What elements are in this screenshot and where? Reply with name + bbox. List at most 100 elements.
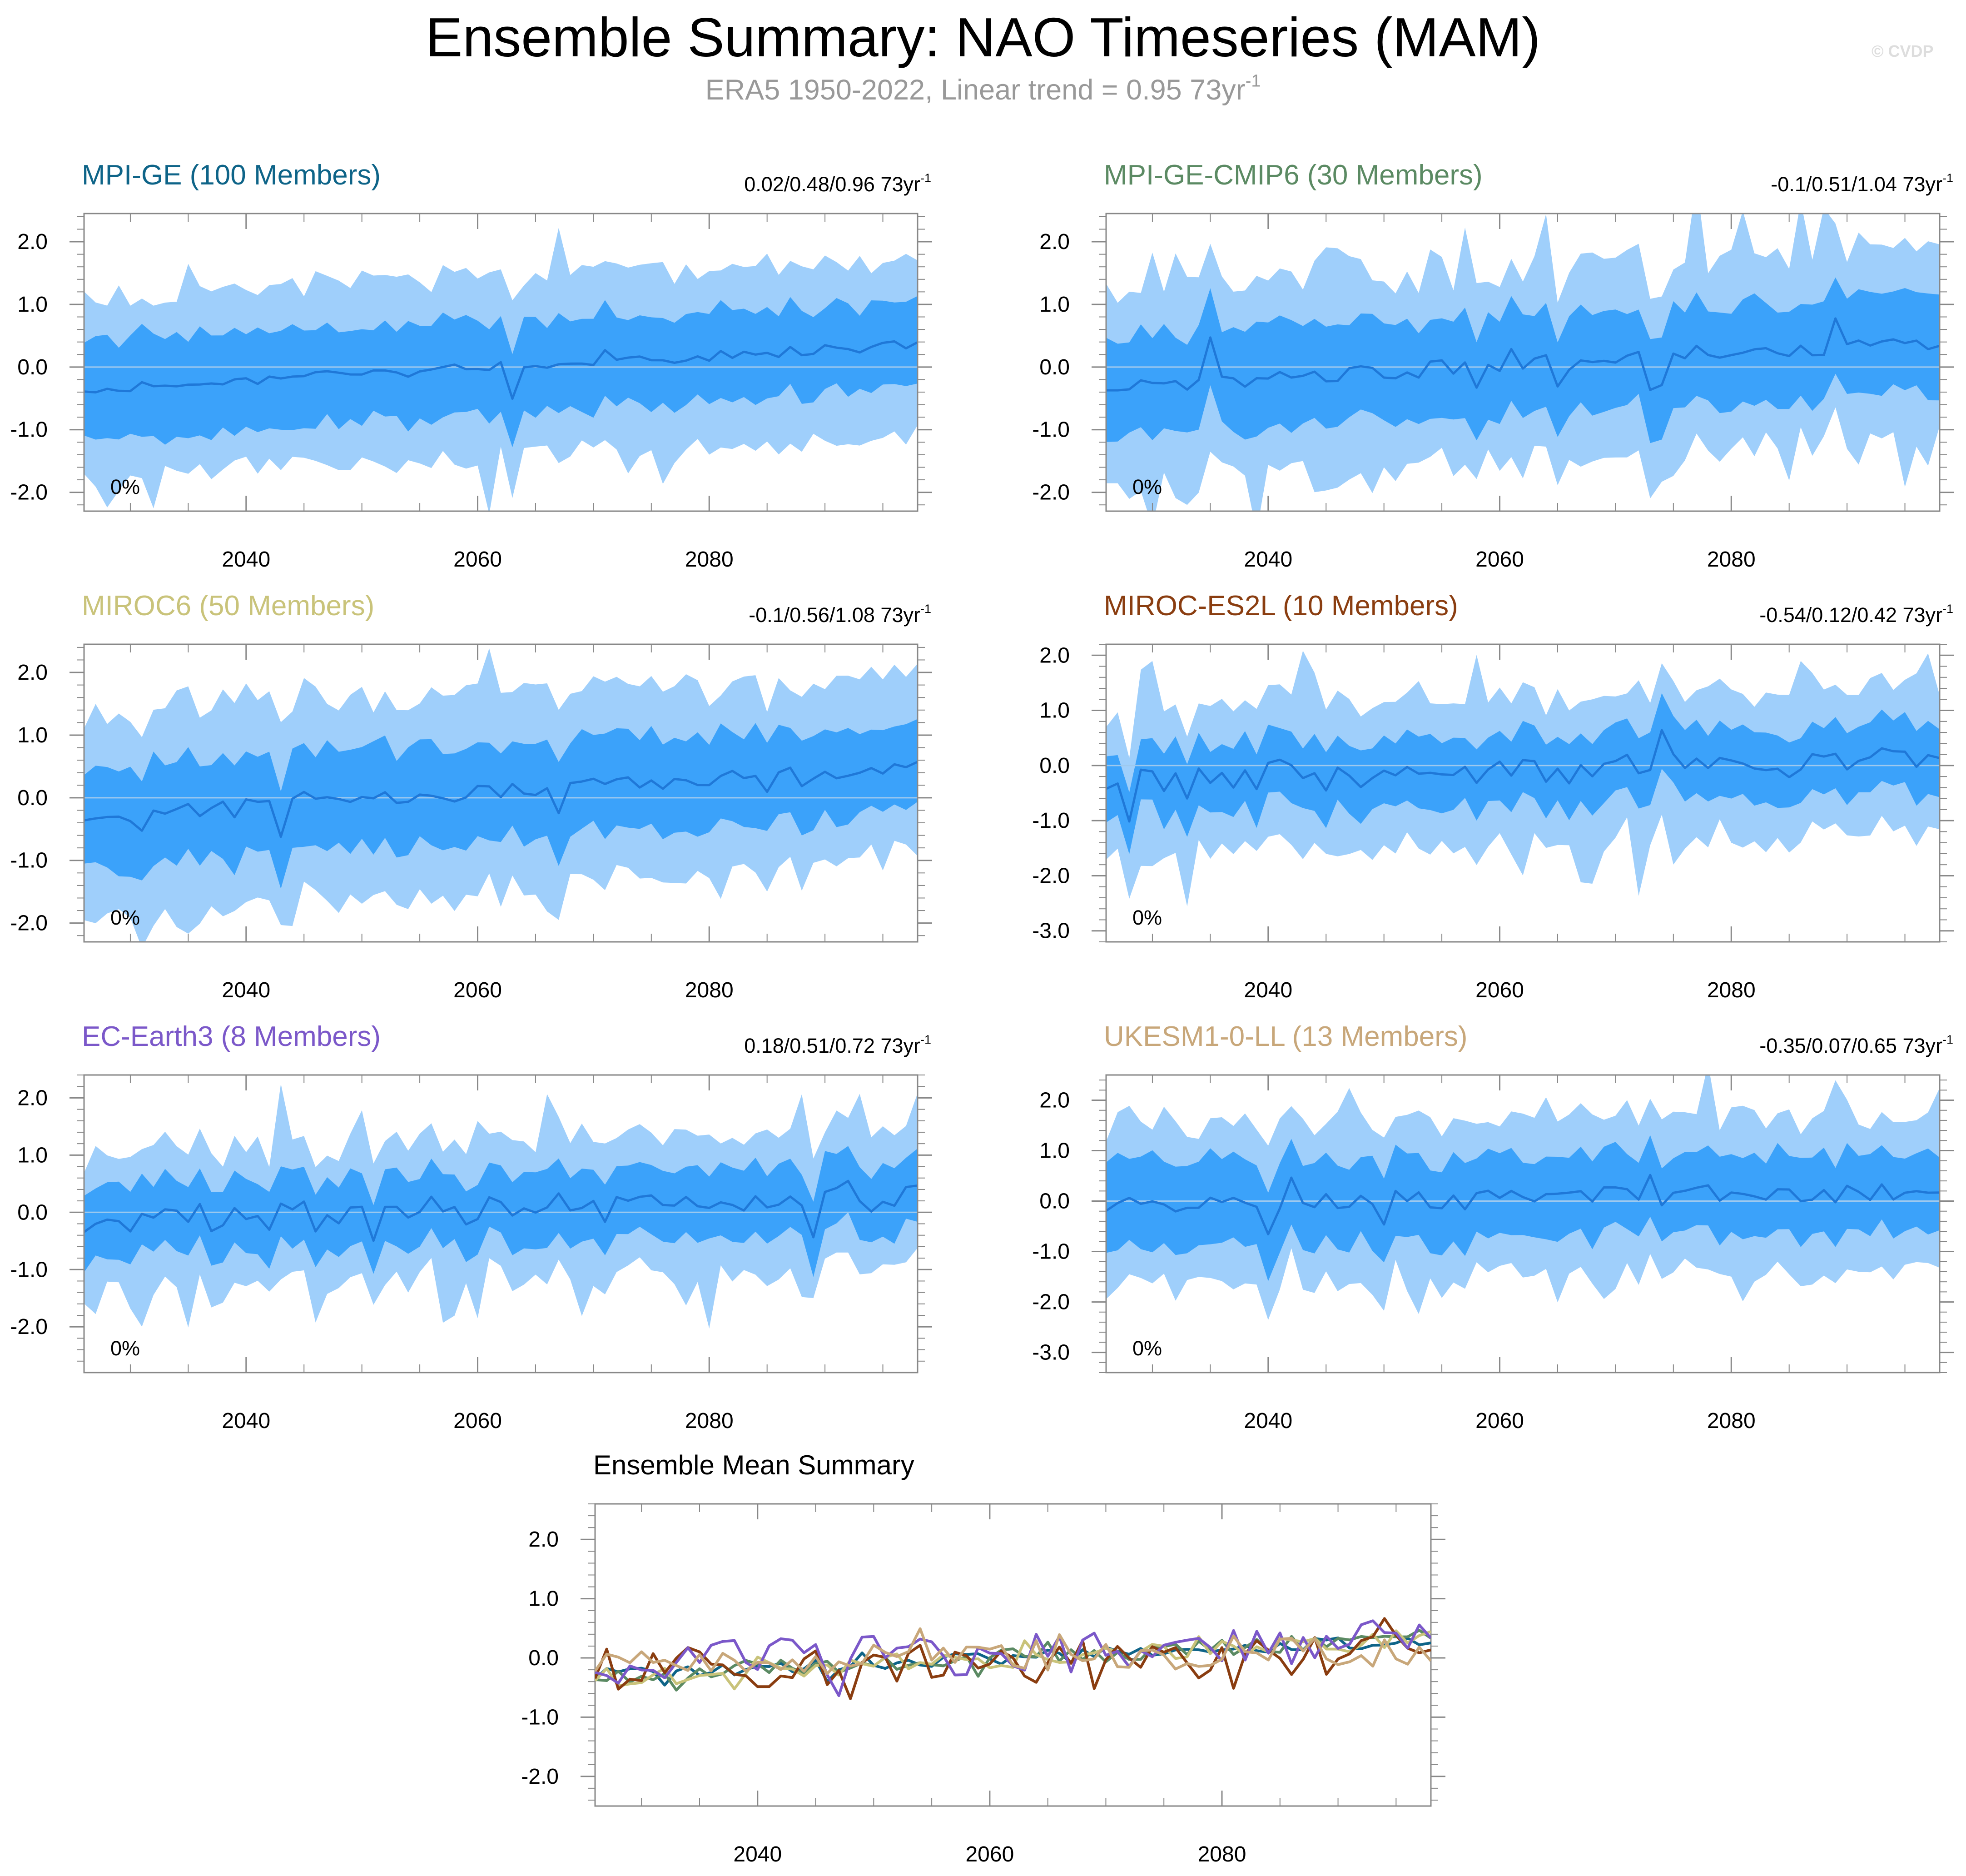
- panel-mpi-ge-title: MPI-GE (100 Members): [82, 159, 381, 191]
- panel-mpi-ge-cmip6-ytick-label: 0.0: [1039, 355, 1070, 379]
- panel-ec-earth3-title: EC-Earth3 (8 Members): [82, 1021, 381, 1052]
- panel-miroc-es2l-ytick-label: -2.0: [1032, 864, 1070, 888]
- panel-miroc-es2l-title: MIROC-ES2L (10 Members): [1104, 590, 1458, 622]
- panel-ec-earth3-trend-text: 0.18/0.51/0.72 73yr: [744, 1034, 920, 1057]
- panel-miroc6-data-layer: [84, 648, 918, 942]
- panel-miroc6-trend: -0.1/0.56/1.08 73yr-1: [749, 602, 931, 627]
- panel-ukesm1-0-ll-ytick-label: 1.0: [1039, 1139, 1070, 1163]
- panel-mpi-ge-cmip6-ytick-label: -1.0: [1032, 418, 1070, 442]
- subtitle-text: ERA5 1950-2022, Linear trend = 0.95 73yr: [705, 74, 1246, 106]
- panel-miroc-es2l-xtick-label: 2040: [1244, 978, 1292, 1002]
- panel-ec-earth3-trend-sup: -1: [920, 1032, 931, 1046]
- panel-mpi-ge-cmip6-title: MPI-GE-CMIP6 (30 Members): [1104, 159, 1483, 191]
- panel-ec-earth3-data-layer: [84, 1084, 918, 1329]
- panel-ukesm1-0-ll-inner-band: [1106, 1135, 1940, 1281]
- main-title: Ensemble Summary: NAO Timeseries (MAM): [426, 6, 1540, 68]
- panel-mpi-ge-ytick-label: -2.0: [10, 481, 48, 505]
- panel-miroc6-inner-band: [84, 719, 918, 889]
- panel-mpi-ge-cmip6-inner-band: [1106, 277, 1940, 443]
- panel-miroc6-ytick-label: 1.0: [17, 723, 48, 747]
- panel-ec-earth3-xtick-label: 2080: [685, 1409, 734, 1433]
- panel-miroc-es2l-ytick-label: -3.0: [1032, 919, 1070, 943]
- panel-mpi-ge-ytick-label: -1.0: [10, 418, 48, 442]
- panel-miroc6-xtick-label: 2040: [222, 978, 270, 1002]
- panel-mpi-ge-xtick-label: 2080: [685, 547, 734, 572]
- ensemble-mean-ytick-label: 0.0: [528, 1646, 559, 1670]
- panel-mpi-ge-ytick-label: 1.0: [17, 293, 48, 317]
- panel-miroc6-ytick-label: -2.0: [10, 911, 48, 936]
- panel-miroc6-xtick-label: 2080: [685, 978, 734, 1002]
- panel-miroc-es2l-data-layer: [1106, 651, 1940, 906]
- panel-miroc-es2l-trend: -0.54/0.12/0.42 73yr-1: [1759, 602, 1953, 627]
- panel-mpi-ge-cmip6-trend-sup: -1: [1942, 171, 1953, 185]
- panel-miroc6-xtick-label: 2060: [453, 978, 502, 1002]
- panel-miroc6-title: MIROC6 (50 Members): [82, 590, 375, 622]
- panel-miroc-es2l-ytick-label: 2.0: [1039, 643, 1070, 667]
- panel-ec-earth3-ytick-label: -2.0: [10, 1315, 48, 1339]
- panel-mpi-ge-cmip6-data-layer: [1106, 214, 1940, 511]
- ensemble-mean-title: Ensemble Mean Summary: [593, 1450, 914, 1480]
- panel-ec-earth3-percent-label: 0%: [110, 1337, 140, 1360]
- panel-ukesm1-0-ll-percent-label: 0%: [1132, 1337, 1162, 1360]
- ensemble-mean-lines: [595, 1617, 1431, 1700]
- credit-label: © CVDP: [1872, 42, 1934, 60]
- panel-mpi-ge-cmip6-xtick-label: 2060: [1475, 547, 1524, 572]
- panel-ec-earth3-xtick-label: 2040: [222, 1409, 270, 1433]
- panel-ec-earth3-inner-band: [84, 1146, 918, 1277]
- panel-mpi-ge-cmip6: MPI-GE-CMIP6 (30 Members) -0.1/0.51/1.04 …: [1032, 154, 1966, 572]
- panel-mpi-ge-cmip6-median-line: [1106, 317, 1940, 392]
- panel-miroc-es2l-ytick-label: 1.0: [1039, 699, 1070, 723]
- panel-mpi-ge-trend: 0.02/0.48/0.96 73yr-1: [744, 171, 931, 196]
- panel-ec-earth3-trend: 0.18/0.51/0.72 73yr-1: [744, 1032, 931, 1058]
- panel-mpi-ge-cmip6-ytick-label: 2.0: [1039, 230, 1070, 254]
- ensemble-mean-xtick-label: 2080: [1198, 1842, 1246, 1866]
- panel-mpi-ge-xtick-label: 2040: [222, 547, 270, 572]
- ensemble-mean-plot: 2040 2060 2080 -2.0 -1.0 0.0 1.0 2.0: [521, 1503, 1445, 1866]
- panel-miroc-es2l-trend-sup: -1: [1942, 602, 1953, 616]
- ensemble-mean-ytick-label: -1.0: [521, 1705, 559, 1729]
- panel-miroc-es2l: MIROC-ES2L (10 Members) -0.54/0.12/0.42 7…: [1032, 585, 1966, 1003]
- panel-miroc6: MIROC6 (50 Members) -0.1/0.56/1.08 73yr-1…: [10, 585, 949, 1003]
- panel-miroc-es2l-ytick-label: 0.0: [1039, 754, 1070, 778]
- panel-mpi-ge-ytick-label: 2.0: [17, 230, 48, 254]
- panel-miroc-es2l-inner-band: [1106, 693, 1940, 854]
- panel-miroc-es2l-xtick-label: 2060: [1475, 978, 1524, 1002]
- panel-ukesm1-0-ll-ytick-label: -2.0: [1032, 1290, 1070, 1314]
- panel-mpi-ge-data-layer: [84, 228, 918, 511]
- panel-miroc6-frame: [83, 643, 918, 943]
- panel-miroc-es2l-median-line: [1106, 729, 1940, 823]
- panel-ec-earth3-ytick-label: 0.0: [17, 1200, 48, 1224]
- panel-mpi-ge-cmip6-xtick-label: 2080: [1707, 547, 1756, 572]
- panel-mpi-ge-percent-label: 0%: [110, 475, 140, 498]
- panel-mpi-ge-cmip6-frame: [1105, 213, 1941, 512]
- panel-mpi-ge-cmip6-xtick-label: 2040: [1244, 547, 1292, 572]
- panel-ec-earth3-xtick-label: 2060: [453, 1409, 502, 1433]
- panel-mpi-ge-cmip6-trend-text: -0.1/0.51/1.04 73yr: [1771, 173, 1942, 196]
- ensemble-mean-series-ukesm1-0-ll: [595, 1627, 1431, 1675]
- panel-mpi-ge-xtick-label: 2060: [453, 547, 502, 572]
- panel-mpi-ge-cmip6-plot: 2040 2060 2080 -2.0 -1.0 0.0 1.0 2.0 0%: [1032, 213, 1954, 572]
- panel-ukesm1-0-ll-title: UKESM1-0-LL (13 Members): [1104, 1021, 1468, 1052]
- ensemble-mean-series-mpi-ge: [595, 1636, 1431, 1687]
- panel-mpi-ge-trend-sup: -1: [920, 171, 931, 185]
- panel-miroc6-percent-label: 0%: [110, 906, 140, 929]
- panel-miroc6-trend-sup: -1: [920, 602, 931, 616]
- panel-mpi-ge-cmip6-percent-label: 0%: [1132, 475, 1162, 498]
- panel-ukesm1-0-ll-trend-text: -0.35/0.07/0.65 73yr: [1759, 1034, 1942, 1057]
- panel-miroc6-median-line: [84, 761, 918, 838]
- panel-ukesm1-0-ll-xtick-label: 2060: [1475, 1409, 1524, 1433]
- ensemble-mean-series-mpi-ge-cmip6: [595, 1629, 1431, 1692]
- panel-miroc-es2l-trend-text: -0.54/0.12/0.42 73yr: [1759, 603, 1942, 627]
- panel-mpi-ge-ytick-label: 0.0: [17, 355, 48, 379]
- panel-miroc-es2l-ytick-label: -1.0: [1032, 809, 1070, 833]
- panel-ukesm1-0-ll-trend: -0.35/0.07/0.65 73yr-1: [1759, 1033, 1953, 1058]
- panel-ec-earth3: EC-Earth3 (8 Members) 0.18/0.51/0.72 73yr…: [10, 1016, 949, 1434]
- panel-ec-earth3-ytick-label: 1.0: [17, 1143, 48, 1167]
- panel-miroc6-trend-text: -0.1/0.56/1.08 73yr: [749, 603, 920, 627]
- panel-mpi-ge-frame: [83, 213, 918, 512]
- panel-mpi-ge-inner-band: [84, 296, 918, 448]
- subtitle-sup: -1: [1245, 71, 1261, 91]
- panel-miroc6-plot: 2040 2060 2080 -2.0 -1.0 0.0 1.0 2.0 0%: [10, 643, 932, 1002]
- panel-miroc-es2l-frame: [1105, 643, 1941, 943]
- panel-ukesm1-0-ll-ytick-label: 0.0: [1039, 1189, 1070, 1214]
